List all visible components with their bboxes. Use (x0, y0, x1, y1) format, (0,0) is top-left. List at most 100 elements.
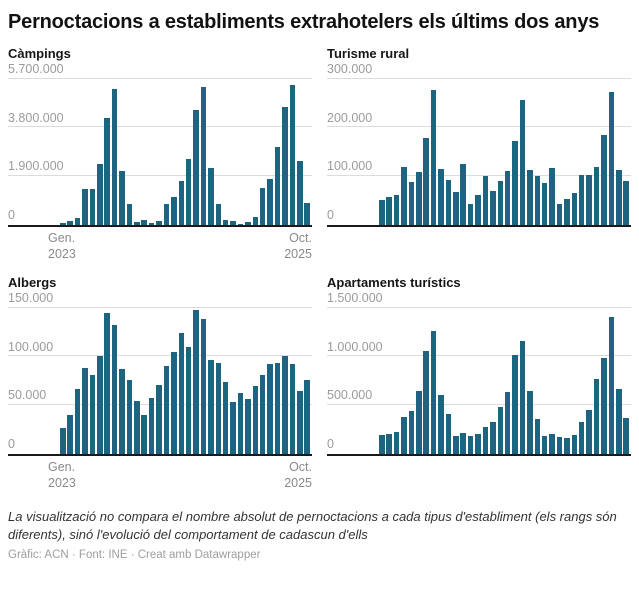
gridline (8, 126, 312, 128)
bar-2024-04 (171, 197, 177, 225)
plot-area: 1.500.000 1.000.000 500.000 0 (327, 292, 631, 456)
bar-2024-05 (497, 406, 503, 454)
bar-2025-01 (237, 393, 244, 454)
panel-title-albergs: Albergs (8, 274, 57, 290)
bar-2023-01 (379, 435, 385, 454)
bar-2024-03 (482, 426, 489, 454)
y-axis-tick-label: 0 (327, 437, 334, 452)
bar-2025-10 (623, 417, 629, 454)
bar-2025-05 (586, 410, 592, 454)
gridline (327, 306, 631, 308)
y-axis-tick-label: 1.000.000 (327, 339, 383, 354)
bar-2023-09 (119, 170, 125, 225)
bar-2024-11 (541, 435, 548, 454)
bar-2024-10 (534, 418, 541, 454)
bar-2025-07 (601, 357, 607, 454)
bar-2024-06 (185, 346, 192, 454)
y-axis-tick-label: 1.900.000 (8, 159, 64, 174)
bar-2023-01 (379, 199, 385, 225)
bar-2023-03 (74, 217, 81, 225)
bar-2025-07 (282, 356, 288, 454)
bar-2024-03 (482, 175, 489, 225)
panel-turisme-rural: Turisme rural 300.000 200.000 100.000 0 (327, 46, 631, 264)
bars-group (60, 65, 310, 225)
plot-area: 5.700.000 3.800.000 1.900.000 0 (8, 63, 312, 227)
bar-2024-05 (497, 180, 503, 225)
bar-2023-08 (430, 330, 437, 454)
bar-2023-09 (438, 169, 444, 225)
bar-2023-04 (82, 188, 88, 225)
gridline (8, 306, 312, 308)
bar-2024-11 (541, 182, 548, 225)
bar-2024-08 (519, 340, 526, 454)
bar-2024-08 (200, 319, 207, 454)
bar-2024-06 (185, 159, 192, 225)
bar-2023-12 (460, 164, 466, 225)
bar-2025-02 (564, 437, 570, 454)
bar-2025-01 (556, 203, 563, 225)
bar-2023-10 (126, 204, 133, 225)
bar-2023-12 (141, 220, 147, 225)
x-axis-labels: Gen. 2023 Oct. 2025 (8, 230, 312, 264)
bar-2024-10 (534, 175, 541, 225)
bar-2025-03 (571, 434, 578, 454)
gridline (8, 174, 312, 176)
y-axis-tick-label: 0 (8, 208, 15, 223)
page-title: Pernoctacions a establiments extrahotele… (8, 11, 600, 33)
bar-2023-01 (60, 428, 66, 454)
plot-area: 150.000 100.000 50.000 0 (8, 292, 312, 456)
bar-2024-07 (512, 141, 518, 225)
bars-group (60, 294, 310, 454)
bar-2025-09 (616, 389, 622, 454)
bar-2024-09 (527, 170, 533, 225)
bar-2024-07 (193, 109, 199, 225)
bar-2024-12 (230, 221, 236, 225)
y-axis-tick-label: 100.000 (327, 159, 373, 174)
bar-2025-03 (571, 192, 578, 225)
bar-2024-05 (178, 332, 184, 454)
bar-2025-05 (267, 179, 273, 225)
bar-2023-10 (445, 413, 452, 454)
bar-2024-01 (467, 204, 474, 225)
bar-2023-06 (97, 163, 103, 225)
footer-note: La visualització no compara el nombre ab… (8, 508, 617, 543)
bar-2025-08 (289, 85, 296, 225)
charts-grid: Càmpings 5.700.000 3.800.000 1.900.000 0 Ge… (8, 46, 631, 493)
bar-2023-03 (393, 432, 400, 454)
bar-2025-04 (578, 174, 585, 225)
bar-2025-07 (601, 135, 607, 225)
gridline (327, 355, 631, 357)
gridline (8, 77, 312, 79)
bar-2024-04 (490, 190, 496, 225)
bar-2025-10 (304, 202, 310, 225)
bar-2023-01 (60, 222, 66, 225)
bar-2024-10 (215, 363, 222, 454)
bar-2025-03 (252, 217, 259, 225)
chart-container: Pernoctacions a establiments extrahotele… (8, 11, 631, 561)
gridline (327, 174, 631, 176)
bar-2023-04 (401, 167, 407, 225)
bar-2025-06 (593, 167, 600, 225)
bar-2024-02 (475, 433, 481, 454)
bar-2023-03 (393, 195, 400, 225)
bar-2024-08 (519, 99, 526, 225)
panel-albergs: Albergs 150.000 100.000 50.000 0 Gen. 2023 Oc… (8, 275, 312, 493)
bar-2023-10 (445, 179, 452, 225)
bar-2025-04 (578, 421, 585, 454)
bar-2023-02 (386, 434, 392, 454)
panel-title-apartaments: Apartaments turístics (327, 274, 461, 290)
bar-2023-07 (104, 118, 110, 225)
plot-area: 300.000 200.000 100.000 0 (327, 63, 631, 227)
bar-2023-07 (104, 312, 110, 454)
bar-2023-05 (408, 182, 415, 225)
bar-2025-05 (267, 364, 273, 454)
bar-2025-10 (623, 180, 629, 225)
bar-2024-12 (549, 433, 555, 454)
bar-2025-08 (289, 364, 296, 454)
x-axis-end-label: Oct. 2025 (284, 230, 312, 261)
bar-2024-07 (193, 309, 199, 454)
gridline (327, 126, 631, 128)
bar-2023-06 (97, 356, 103, 454)
bar-2023-05 (408, 410, 415, 454)
y-axis-tick-label: 3.800.000 (8, 110, 64, 125)
